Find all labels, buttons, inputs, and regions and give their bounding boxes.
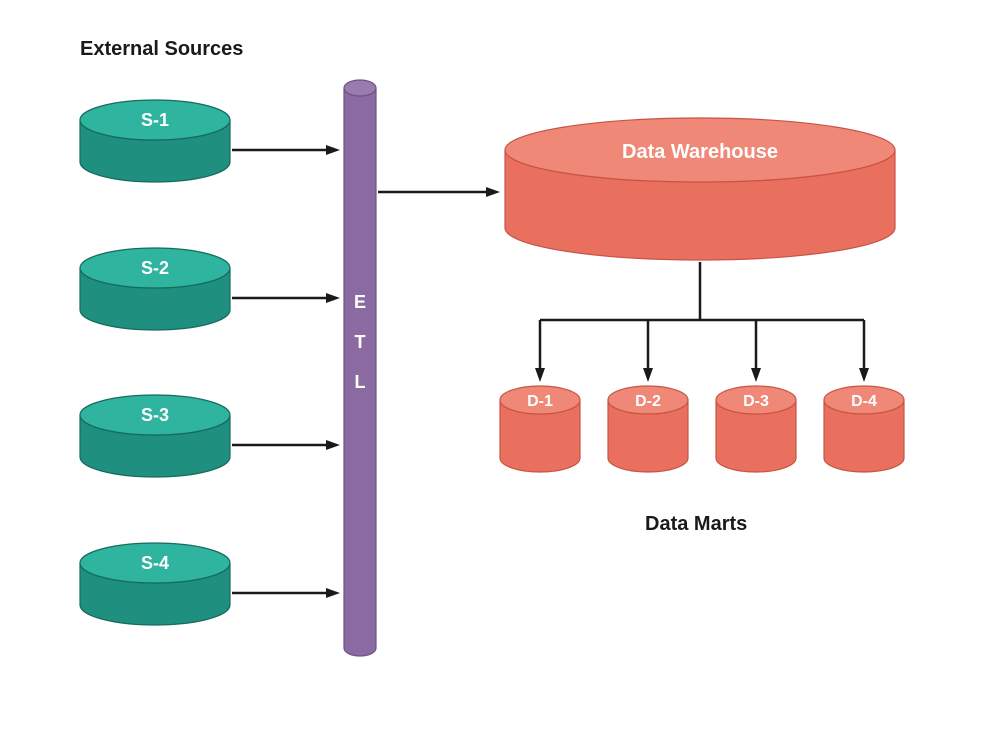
source-label: S-2 <box>141 258 169 278</box>
source-cylinder: S-3 <box>80 395 230 477</box>
warehouse-to-marts-connector <box>535 262 869 382</box>
source-cylinder: S-1 <box>80 100 230 182</box>
source-cylinder: S-2 <box>80 248 230 330</box>
data-mart-cylinder: D-2 <box>608 386 688 472</box>
data-mart-label: D-2 <box>635 393 661 410</box>
data-marts-label: Data Marts <box>645 513 747 535</box>
data-mart-label: D-1 <box>527 393 553 410</box>
arrow <box>643 320 653 382</box>
arrow <box>232 440 340 450</box>
etl-letter: L <box>355 372 366 392</box>
data-mart-label: D-3 <box>743 393 769 410</box>
data-warehouse: Data Warehouse <box>505 118 895 260</box>
arrow <box>232 588 340 598</box>
arrow <box>232 293 340 303</box>
source-label: S-3 <box>141 405 169 425</box>
source-label: S-1 <box>141 110 169 130</box>
source-label: S-4 <box>141 553 169 573</box>
etl-pillar: ETL <box>344 80 376 656</box>
arrow <box>751 320 761 382</box>
data-mart-cylinder: D-3 <box>716 386 796 472</box>
warehouse-label: Data Warehouse <box>622 141 778 163</box>
external-sources-label: External Sources <box>80 38 243 60</box>
source-cylinder: S-4 <box>80 543 230 625</box>
arrow <box>859 320 869 382</box>
etl-letter: T <box>355 332 366 352</box>
arrow <box>378 187 500 197</box>
data-mart-cylinder: D-4 <box>824 386 904 472</box>
etl-letter: E <box>354 292 366 312</box>
arrow <box>232 145 340 155</box>
data-mart-cylinder: D-1 <box>500 386 580 472</box>
data-mart-label: D-4 <box>851 393 877 410</box>
arrow <box>535 320 545 382</box>
